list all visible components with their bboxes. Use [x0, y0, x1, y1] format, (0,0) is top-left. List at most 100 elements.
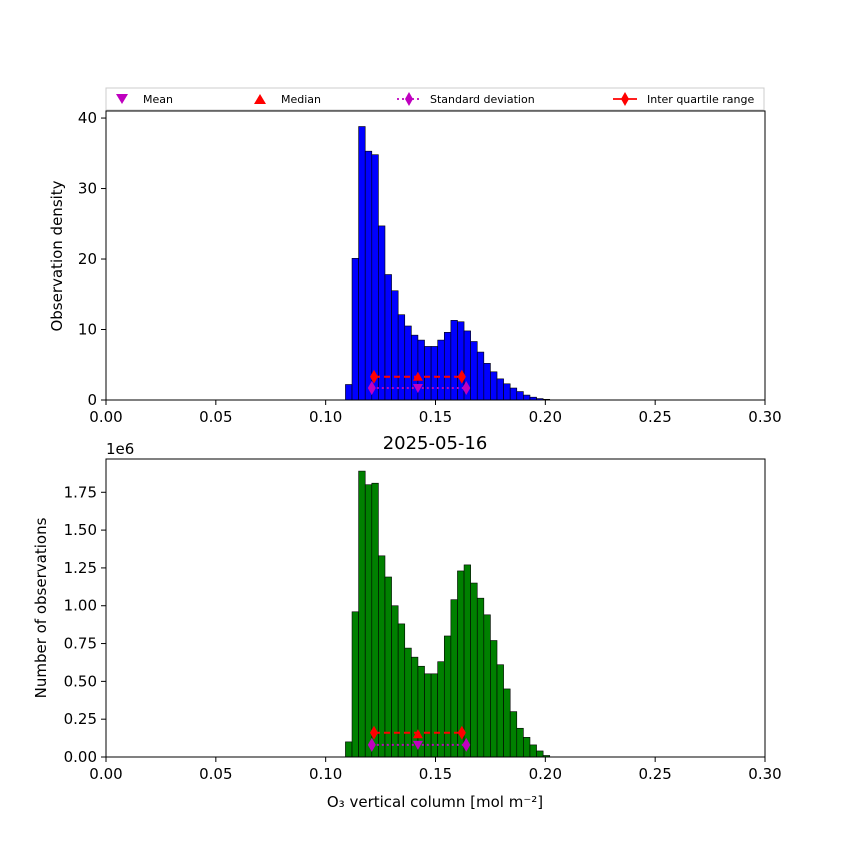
- histogram-bar: [358, 126, 366, 401]
- y-tick-label: 20: [78, 250, 97, 268]
- y-tick-label: 30: [78, 180, 97, 198]
- legend-mean-label: Mean: [143, 93, 173, 106]
- legend-mean-marker: [116, 94, 128, 104]
- std-diamond-marker: [462, 737, 471, 752]
- top-y-axis-label: Observation density: [48, 180, 66, 331]
- count-histogram-panel: 2025-05-16 1e6 Number of observations O₃…: [32, 433, 782, 811]
- y-tick-label: 0: [87, 391, 97, 409]
- x-tick-label: 0.20: [529, 765, 562, 783]
- histogram-bar: [345, 741, 353, 758]
- std-diamond-marker: [462, 381, 471, 396]
- histogram-bar: [437, 661, 445, 758]
- histogram-bar: [470, 582, 478, 758]
- histogram-bar: [378, 555, 386, 758]
- histogram-bar: [503, 383, 511, 401]
- y-tick-label: 1.50: [64, 521, 97, 539]
- median-marker: [412, 729, 423, 739]
- y-tick-label: 0.50: [64, 672, 97, 690]
- legend-iqr-label: Inter quartile range: [647, 93, 754, 106]
- histogram-bar: [430, 346, 438, 401]
- histogram-bar: [397, 623, 406, 758]
- std-diamond-marker: [367, 737, 376, 752]
- legend-entry-mean: Mean: [116, 93, 173, 106]
- x-tick-label: 0.30: [748, 765, 781, 783]
- histogram-bar: [496, 378, 504, 401]
- histogram-bar: [496, 664, 504, 758]
- y-tick-label: 40: [78, 109, 97, 127]
- mean-marker: [412, 740, 423, 750]
- bottom-chart-title: 2025-05-16: [383, 433, 488, 454]
- x-tick-label: 0.10: [309, 765, 342, 783]
- density-histogram-panel: Observation density 0.00 0.05 0.10 0.15 0.20…: [48, 109, 782, 426]
- x-tick-label: 0.25: [638, 765, 671, 783]
- histogram-bar: [443, 635, 452, 758]
- histogram-bar: [503, 688, 511, 758]
- histogram-bar: [483, 614, 491, 758]
- histogram-bar: [483, 363, 491, 401]
- legend-iqr-marker: [621, 92, 629, 106]
- iqr-diamond-marker: [369, 725, 378, 740]
- y-tick-label: 0.25: [64, 710, 97, 728]
- y-tick-label: 1.00: [64, 597, 97, 615]
- histogram-bar: [463, 564, 471, 758]
- histogram-bar: [351, 611, 359, 758]
- y-tick-label: 1.25: [64, 559, 97, 577]
- legend-entry-iqr: Inter quartile range: [613, 92, 754, 106]
- histogram-bar: [384, 576, 392, 758]
- iqr-diamond-marker: [457, 725, 466, 740]
- histogram-bar: [536, 750, 544, 758]
- histogram-bar: [476, 597, 485, 758]
- bottom-y-offset-label: 1e6: [106, 440, 134, 458]
- histogram-bar: [364, 484, 373, 758]
- histogram-bar: [490, 371, 498, 401]
- histogram-bar: [509, 387, 518, 401]
- x-tick-label: 0.15: [419, 765, 452, 783]
- histogram-bar: [371, 482, 379, 758]
- iqr-diamond-marker: [457, 369, 466, 384]
- histogram-bar: [424, 346, 432, 401]
- y-tick-label: 10: [78, 321, 97, 339]
- x-tick-label: 0.25: [638, 408, 671, 426]
- histogram-bar: [509, 711, 518, 758]
- mean-marker: [412, 384, 423, 394]
- y-tick-label: 0.75: [64, 635, 97, 653]
- histogram-bar: [437, 339, 445, 401]
- std-diamond-marker: [367, 381, 376, 396]
- histogram-bar: [476, 351, 485, 401]
- histogram-bar: [516, 727, 524, 758]
- histogram-bar: [443, 332, 452, 401]
- histogram-bar: [384, 274, 392, 401]
- histogram-bar: [358, 470, 366, 758]
- histogram-bar: [529, 744, 537, 758]
- x-tick-label: 0.30: [748, 408, 781, 426]
- x-tick-label: 0.05: [199, 765, 232, 783]
- histogram-bar: [404, 647, 412, 758]
- y-tick-label: 1.75: [64, 483, 97, 501]
- x-tick-label: 0.10: [309, 408, 342, 426]
- x-tick-label: 0.00: [89, 408, 122, 426]
- legend-std-label: Standard deviation: [430, 93, 535, 106]
- legend-std-marker: [405, 92, 413, 106]
- histogram-bar: [345, 384, 353, 401]
- legend: Mean Median Standard deviation Inter qua…: [105, 87, 765, 111]
- histogram-bar: [391, 605, 399, 758]
- x-tick-label: 0.05: [199, 408, 232, 426]
- histogram-bar: [470, 341, 478, 401]
- legend-entry-std: Standard deviation: [397, 92, 535, 106]
- legend-entry-median: Median: [254, 93, 321, 106]
- x-tick-label: 0.00: [89, 765, 122, 783]
- histogram-bar: [391, 290, 399, 401]
- bottom-x-axis-label: O₃ vertical column [mol m⁻²]: [327, 793, 543, 811]
- histogram-bar: [364, 150, 373, 401]
- x-tick-label: 0.15: [419, 408, 452, 426]
- bottom-y-axis-label: Number of observations: [32, 517, 50, 698]
- histogram-bar: [523, 737, 531, 758]
- legend-median-label: Median: [281, 93, 321, 106]
- x-tick-label: 0.20: [529, 408, 562, 426]
- median-marker: [412, 371, 423, 381]
- histogram-bar: [516, 391, 524, 401]
- legend-frame: [105, 87, 765, 111]
- histogram-bar: [378, 225, 386, 401]
- legend-median-marker: [254, 94, 266, 104]
